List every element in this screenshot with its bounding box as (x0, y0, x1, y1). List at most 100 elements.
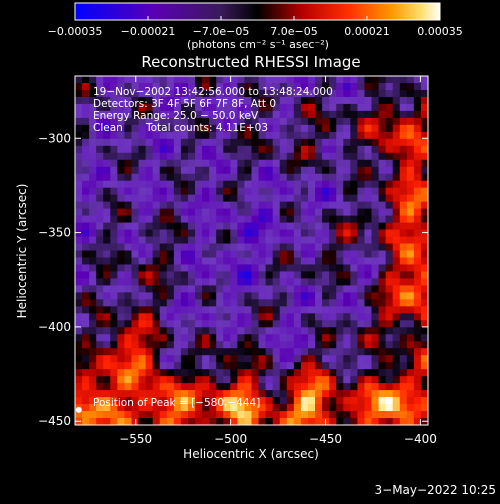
heatmap-cell (237, 131, 245, 140)
heatmap-cell (385, 376, 394, 384)
heatmap-cell (237, 152, 245, 161)
heatmap-cell (152, 285, 161, 293)
heatmap-cell (187, 138, 196, 147)
heatmap-cell (413, 278, 422, 286)
heatmap-cell (392, 292, 401, 300)
heatmap-cell (420, 348, 428, 356)
heatmap-cell (96, 369, 104, 377)
heatmap-cell (195, 159, 203, 168)
heatmap-cell (159, 250, 168, 258)
heatmap-cell (173, 418, 182, 425)
heatmap-cell (110, 222, 118, 230)
heatmap-cell (265, 159, 274, 168)
heatmap-cell (110, 208, 118, 216)
heatmap-cell (159, 411, 168, 419)
heatmap-cell (392, 194, 401, 203)
heatmap-cell (159, 152, 168, 161)
heatmap-cell (272, 229, 281, 237)
heatmap-cell (145, 236, 154, 244)
heatmap-cell (343, 76, 351, 84)
heatmap-cell (265, 271, 274, 279)
heatmap-cell (166, 285, 175, 293)
heatmap-cell (272, 320, 281, 328)
colorbar-tick-label: 7.0e−05 (270, 25, 317, 38)
heatmap-cell (265, 376, 274, 384)
heatmap-cell (322, 166, 330, 175)
heatmap-cell (272, 292, 281, 300)
heatmap-cell (357, 292, 365, 300)
heatmap-cell (202, 278, 210, 286)
heatmap-cell (152, 313, 161, 321)
heatmap-cell (202, 76, 210, 84)
heatmap-cell (82, 348, 90, 356)
heatmap-cell (357, 159, 365, 168)
heatmap-cell (152, 278, 161, 286)
heatmap-cell (265, 110, 274, 119)
heatmap-cell (286, 404, 295, 412)
heatmap-cell (195, 82, 203, 91)
heatmap-cell (251, 250, 259, 258)
heatmap-cell (75, 390, 83, 398)
heatmap-cell (180, 96, 189, 105)
heatmap-cell (350, 96, 358, 105)
heatmap-cell (420, 278, 428, 286)
heatmap-cell (343, 152, 351, 161)
heatmap-cell (195, 243, 203, 251)
heatmap-cell (187, 418, 196, 425)
heatmap-cell (286, 124, 295, 133)
heatmap-cell (357, 110, 365, 119)
heatmap-cell (399, 208, 408, 216)
heatmap-cell (124, 397, 132, 405)
heatmap-cell (209, 292, 217, 300)
heatmap-cell (209, 131, 217, 140)
heatmap-cell (124, 341, 132, 349)
heatmap-cell (110, 369, 118, 377)
heatmap-cell (187, 355, 196, 363)
heatmap-cell (223, 250, 231, 258)
heatmap-cell (237, 76, 245, 84)
heatmap-cell (138, 404, 146, 412)
heatmap-cell (272, 89, 281, 98)
heatmap-cell (96, 327, 104, 335)
heatmap-cell (286, 411, 295, 419)
heatmap-cell (350, 376, 358, 384)
heatmap-cell (173, 397, 182, 405)
heatmap-cell (265, 362, 274, 370)
heatmap-cell (209, 166, 217, 175)
heatmap-cell (202, 138, 210, 147)
heatmap-cell (145, 138, 154, 147)
heatmap-cell (110, 292, 118, 300)
heatmap-cell (265, 278, 274, 286)
heatmap-cell (237, 264, 245, 272)
heatmap-cell (202, 124, 210, 133)
heatmap-cell (279, 285, 288, 293)
heatmap-cell (392, 82, 401, 91)
heatmap-cell (180, 82, 189, 91)
heatmap-cell (406, 201, 415, 210)
heatmap-cell (322, 362, 330, 370)
heatmap-cell (180, 278, 189, 286)
heatmap-cell (103, 243, 111, 251)
heatmap-cell (82, 390, 90, 398)
heatmap-cell (392, 173, 401, 182)
heatmap-cell (82, 110, 90, 119)
peak-marker (75, 406, 82, 413)
heatmap-cell (378, 320, 387, 328)
heatmap-cell (223, 208, 231, 216)
heatmap-cell (300, 110, 309, 119)
heatmap-cell (223, 376, 231, 384)
heatmap-cell (216, 194, 224, 203)
heatmap-cell (329, 201, 337, 210)
heatmap-cell (251, 110, 259, 119)
heatmap-cell (103, 369, 111, 377)
heatmap-cell (392, 152, 401, 161)
heatmap-cell (82, 243, 90, 251)
heatmap-cell (89, 180, 97, 189)
heatmap-cell (258, 76, 267, 84)
heatmap-cell (336, 194, 344, 203)
heatmap-cell (209, 187, 217, 196)
heatmap-cell (131, 124, 139, 133)
heatmap-cell (357, 397, 365, 405)
heatmap-cell (103, 306, 111, 314)
heatmap-cell (258, 299, 267, 307)
